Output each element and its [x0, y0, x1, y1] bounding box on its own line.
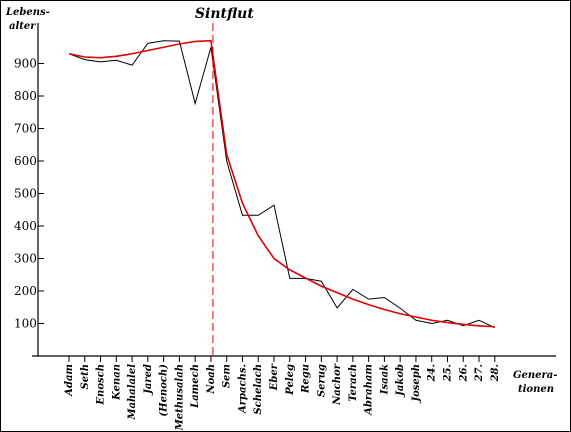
x-category-label: Lamech [190, 364, 201, 409]
x-axis-label-line-1: Genera- [513, 370, 557, 381]
x-category-label: Abraham [364, 364, 375, 416]
y-tick-label: 600 [14, 154, 37, 168]
x-category-label: Serug [316, 364, 327, 397]
x-category-label: 25. [442, 364, 453, 382]
x-category-label: Terach [348, 364, 359, 402]
x-category-label: Noah [206, 364, 217, 395]
x-category-label: (Henoch) [159, 364, 170, 417]
y-ticks: 100 200 300 400 500 600 700 800 900 [14, 57, 44, 331]
x-category-label: Seth [80, 364, 91, 389]
y-axis-label-line-1: Lebens- [5, 7, 50, 18]
chart-title: Sintflut [195, 6, 254, 22]
x-category-label: Schelach [253, 364, 264, 415]
y-tick-label: 700 [14, 122, 37, 136]
x-category-label: Nachor [332, 363, 343, 406]
x-category-label: 28. [490, 364, 501, 382]
y-tick-label: 100 [14, 317, 37, 331]
x-category-label: Jakob [395, 364, 406, 398]
x-category-label: 27. [474, 364, 485, 382]
x-category-label: Peleg [285, 364, 296, 396]
x-category-label: 24. [427, 364, 438, 382]
x-category-label: Methusalah [174, 364, 185, 431]
series-line-1 [68, 39, 495, 328]
x-category-label: Mahalalel [127, 364, 138, 421]
x-category-label: Regu [301, 364, 312, 394]
y-tick-label: 800 [14, 89, 37, 103]
x-axis-label-line-2: tionen [518, 384, 554, 395]
x-category-label: Isaak [379, 364, 390, 395]
x-category-label: Arpachs. [237, 364, 248, 414]
y-tick-label: 500 [14, 187, 37, 201]
x-category-label: Sem [222, 364, 233, 388]
x-category-label: Enosch [96, 364, 107, 406]
y-tick-label: 200 [14, 284, 37, 298]
x-categories: Adam Seth Enosch Kenan Mahalalel Jared (Henoch… [64, 356, 501, 431]
y-tick-label: 900 [14, 57, 37, 71]
y-tick-label: 400 [14, 219, 37, 233]
series-layer [68, 39, 496, 329]
x-category-label: Jared [143, 364, 154, 396]
axes [32, 23, 556, 357]
x-category-label: Joseph [411, 364, 422, 404]
x-category-label: Eber [269, 363, 280, 391]
y-tick-label: 300 [14, 252, 37, 266]
series-line-0 [68, 40, 496, 329]
x-category-label: 26. [458, 364, 469, 382]
x-category-label: Adam [64, 364, 75, 397]
x-category-label: Kenan [111, 364, 122, 401]
y-axis-label-line-2: alter [9, 21, 36, 32]
